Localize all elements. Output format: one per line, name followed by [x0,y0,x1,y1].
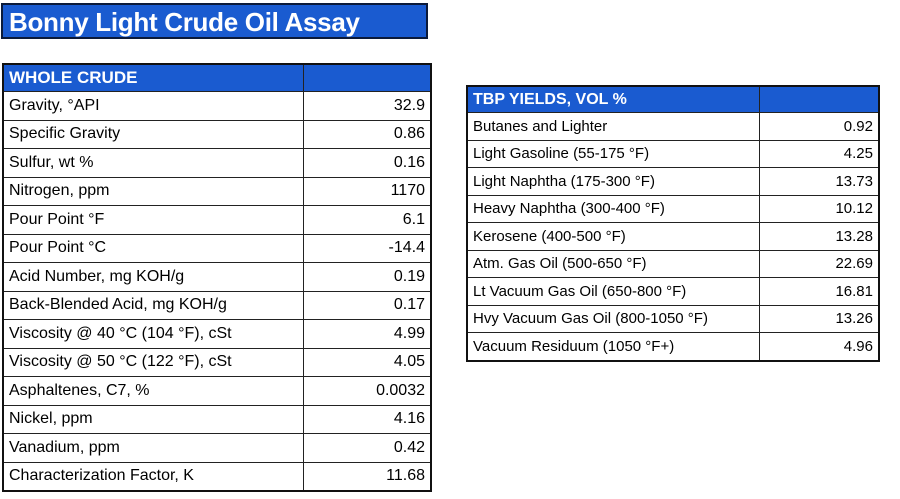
tbp-yields-row-value: 4.25 [758,139,880,168]
page-title-banner: Bonny Light Crude Oil Assay [1,3,428,39]
tbp-yields-header-row: TBP YIELDS, VOL % [466,85,880,113]
whole-crude-row: Gravity, °API 32.9 [2,91,432,121]
whole-crude-header-value [302,63,432,92]
tbp-yields-row-label: Butanes and Lighter [466,112,760,141]
whole-crude-row: Pour Point °C -14.4 [2,233,432,263]
whole-crude-header-row: WHOLE CRUDE [2,63,432,92]
whole-crude-row-label: Specific Gravity [2,119,304,149]
whole-crude-row: Asphaltenes, C7, % 0.0032 [2,376,432,406]
whole-crude-row: Viscosity @ 50 °C (122 °F), cSt 4.05 [2,347,432,377]
tbp-yields-row-label: Lt Vacuum Gas Oil (650-800 °F) [466,277,760,306]
tbp-yields-row-label: Light Gasoline (55-175 °F) [466,139,760,168]
tbp-yields-row: Vacuum Residuum (1050 °F+) 4.96 [466,332,880,361]
whole-crude-row-value: 0.0032 [302,376,432,406]
tbp-yields-row-label: Heavy Naphtha (300-400 °F) [466,194,760,223]
whole-crude-row-label: Characterization Factor, K [2,461,304,492]
whole-crude-row-label: Vanadium, ppm [2,433,304,463]
whole-crude-header: WHOLE CRUDE [2,63,304,92]
whole-crude-row: Sulfur, wt % 0.16 [2,148,432,178]
tbp-yields-row-label: Atm. Gas Oil (500-650 °F) [466,249,760,278]
whole-crude-row-value: 4.99 [302,319,432,349]
whole-crude-row-label: Viscosity @ 40 °C (104 °F), cSt [2,319,304,349]
whole-crude-row: Viscosity @ 40 °C (104 °F), cSt 4.99 [2,319,432,349]
tbp-yields-row-value: 13.28 [758,222,880,251]
whole-crude-row: Vanadium, ppm 0.42 [2,433,432,463]
tbp-yields-row-value: 10.12 [758,194,880,223]
tbp-yields-row-value: 4.96 [758,332,880,361]
tbp-yields-row-label: Light Naphtha (175-300 °F) [466,167,760,196]
whole-crude-row-label: Nitrogen, ppm [2,176,304,206]
whole-crude-row-label: Back-Blended Acid, mg KOH/g [2,290,304,320]
tbp-yields-row: Light Naphtha (175-300 °F) 13.73 [466,167,880,196]
whole-crude-row: Acid Number, mg KOH/g 0.19 [2,262,432,292]
tbp-yields-row-label: Kerosene (400-500 °F) [466,222,760,251]
tbp-yields-row: Lt Vacuum Gas Oil (650-800 °F) 16.81 [466,277,880,306]
tbp-yields-row: Hvy Vacuum Gas Oil (800-1050 °F) 13.26 [466,304,880,333]
tbp-yields-row: Kerosene (400-500 °F) 13.28 [466,222,880,251]
whole-crude-row-label: Gravity, °API [2,91,304,121]
tbp-yields-row-value: 0.92 [758,112,880,141]
whole-crude-table: WHOLE CRUDE Gravity, °API 32.9 Specific Gr… [2,63,432,492]
whole-crude-row: Nitrogen, ppm 1170 [2,176,432,206]
whole-crude-row-label: Pour Point °C [2,233,304,263]
whole-crude-row-value: 32.9 [302,91,432,121]
tbp-yields-row-label: Hvy Vacuum Gas Oil (800-1050 °F) [466,304,760,333]
tbp-yields-header: TBP YIELDS, VOL % [466,85,760,113]
whole-crude-row: Pour Point °F 6.1 [2,205,432,235]
whole-crude-row: Back-Blended Acid, mg KOH/g 0.17 [2,290,432,320]
tbp-yields-header-value [758,85,880,113]
whole-crude-row-value: 0.86 [302,119,432,149]
whole-crude-row: Characterization Factor, K 11.68 [2,461,432,492]
whole-crude-row-label: Acid Number, mg KOH/g [2,262,304,292]
tbp-yields-row-value: 22.69 [758,249,880,278]
whole-crude-row: Nickel, ppm 4.16 [2,404,432,434]
whole-crude-row-value: 1170 [302,176,432,206]
whole-crude-row-label: Sulfur, wt % [2,148,304,178]
whole-crude-row-label: Viscosity @ 50 °C (122 °F), cSt [2,347,304,377]
tbp-yields-table: TBP YIELDS, VOL % Butanes and Lighter 0.9… [466,85,880,362]
tbp-yields-row: Light Gasoline (55-175 °F) 4.25 [466,139,880,168]
whole-crude-row-value: -14.4 [302,233,432,263]
tbp-yields-row: Atm. Gas Oil (500-650 °F) 22.69 [466,249,880,278]
tbp-yields-row: Butanes and Lighter 0.92 [466,112,880,141]
tbp-yields-row-value: 16.81 [758,277,880,306]
whole-crude-row-value: 4.05 [302,347,432,377]
whole-crude-row-value: 11.68 [302,461,432,492]
whole-crude-row-label: Asphaltenes, C7, % [2,376,304,406]
page-title: Bonny Light Crude Oil Assay [9,7,360,37]
tbp-yields-row-label: Vacuum Residuum (1050 °F+) [466,332,760,361]
tbp-yields-row: Heavy Naphtha (300-400 °F) 10.12 [466,194,880,223]
whole-crude-row-label: Nickel, ppm [2,404,304,434]
whole-crude-row-value: 0.17 [302,290,432,320]
tbp-yields-row-value: 13.73 [758,167,880,196]
whole-crude-row-value: 6.1 [302,205,432,235]
whole-crude-row-value: 4.16 [302,404,432,434]
whole-crude-row-label: Pour Point °F [2,205,304,235]
whole-crude-row-value: 0.16 [302,148,432,178]
whole-crude-row-value: 0.19 [302,262,432,292]
whole-crude-row: Specific Gravity 0.86 [2,119,432,149]
whole-crude-row-value: 0.42 [302,433,432,463]
tbp-yields-row-value: 13.26 [758,304,880,333]
